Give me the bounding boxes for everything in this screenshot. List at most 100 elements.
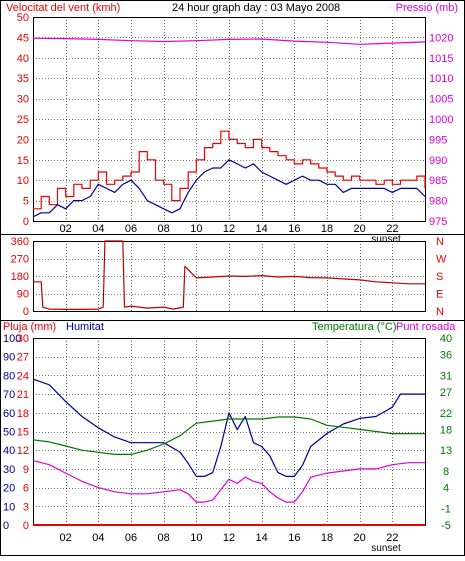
temp-ytick-8: 8: [443, 466, 449, 478]
direction-compass-S-2: S: [436, 271, 443, 283]
humidity-ytick-40: 40: [3, 445, 15, 457]
temp-ytick--1: -1: [441, 503, 451, 515]
temp-ytick-31: 31: [440, 370, 452, 382]
wind-xtick-22: 22: [386, 223, 398, 235]
rain-ytick-21: 21: [17, 389, 29, 401]
series-wind: [32, 159, 426, 218]
rain-ytick-30: 30: [17, 333, 29, 345]
temp-ytick-13: 13: [440, 445, 452, 457]
humidity-axis-label: Humitat: [66, 321, 104, 333]
humidity-xtick-22: 22: [386, 532, 398, 544]
wind-ytick-45: 45: [17, 32, 29, 44]
wind-xtick-10: 10: [190, 223, 202, 235]
series-gust: [33, 130, 426, 210]
wind-ytick-5: 5: [23, 196, 29, 208]
temp-ytick-36: 36: [440, 350, 452, 362]
sunset-label-bottom: sunset: [371, 543, 401, 554]
temp-ytick--5: -5: [441, 520, 451, 532]
humidity-ytick-100: 100: [3, 333, 21, 345]
wind-ytick-0: 0: [23, 216, 29, 228]
rain-ytick-18: 18: [17, 408, 29, 420]
wind-xtick-20: 20: [354, 223, 366, 235]
temp-ytick-4: 4: [443, 483, 449, 495]
humidity-xtick-14: 14: [256, 532, 268, 544]
wind-xtick-18: 18: [321, 223, 333, 235]
humidity-xtick-08: 08: [158, 532, 170, 544]
humidity-xtick-04: 04: [92, 532, 104, 544]
direction-ytick-90: 90: [17, 289, 29, 301]
pressure-ytick-990: 990: [429, 155, 447, 167]
pressure-ytick-1015: 1015: [429, 53, 453, 65]
rain-ytick-0: 0: [23, 520, 29, 532]
humidity-xtick-18: 18: [321, 532, 333, 544]
humidity-ytick-10: 10: [3, 501, 15, 513]
pressure-ytick-995: 995: [429, 134, 447, 146]
humidity-xtick-20: 20: [354, 532, 366, 544]
pressure-ytick-1000: 1000: [429, 114, 453, 126]
wind-ytick-15: 15: [17, 155, 29, 167]
temp-ytick-18: 18: [440, 424, 452, 436]
humidity-xtick-16: 16: [288, 532, 300, 544]
pressure-ytick-985: 985: [429, 175, 447, 187]
series-temperature: [32, 416, 425, 455]
wind-xtick-08: 08: [158, 223, 170, 235]
wind-ytick-30: 30: [17, 94, 29, 106]
series-layer: [32, 37, 426, 526]
wind-plot-frame: [33, 17, 426, 222]
series-pressure: [32, 37, 426, 45]
wind-xtick-14: 14: [256, 223, 268, 235]
temp-ytick-22: 22: [440, 408, 452, 420]
humidity-ytick-90: 90: [3, 352, 15, 364]
series-humidity: [32, 378, 425, 477]
humidity-ytick-30: 30: [3, 464, 15, 476]
sunset-label-top: sunset: [371, 234, 401, 245]
wind-xtick-02: 02: [60, 223, 72, 235]
rain-ytick-12: 12: [17, 445, 29, 457]
rain-ytick-24: 24: [17, 370, 29, 382]
series-dewpoint: [32, 460, 425, 503]
pressure-ytick-980: 980: [429, 196, 447, 208]
humidity-xtick-10: 10: [190, 532, 202, 544]
wind-ytick-40: 40: [17, 53, 29, 65]
series-direction: [33, 240, 425, 310]
direction-ytick-270: 270: [11, 254, 29, 266]
humidity-ytick-80: 80: [3, 370, 15, 382]
wind-ytick-50: 50: [17, 12, 29, 24]
wind-ytick-25: 25: [17, 114, 29, 126]
direction-ytick-0: 0: [23, 306, 29, 318]
direction-plot-frame: [33, 241, 426, 312]
wind-xtick-04: 04: [92, 223, 104, 235]
dewpoint-axis-label: Punt rosada: [396, 321, 456, 333]
wind-ytick-10: 10: [17, 175, 29, 187]
humidity-ytick-70: 70: [3, 389, 15, 401]
direction-compass-E-3: E: [436, 289, 443, 301]
pressure-ytick-1020: 1020: [429, 32, 453, 44]
axes-layer: 02 04 06 08 10 12 14 16 18 20 22051015202530354045…: [3, 12, 453, 544]
wind-xtick-06: 06: [125, 223, 137, 235]
rain-ytick-27: 27: [17, 352, 29, 364]
rain-axis-label: Pluja (mm): [3, 321, 56, 333]
rain-ytick-6: 6: [23, 483, 29, 495]
direction-compass-N-0: N: [436, 236, 444, 248]
direction-compass-N-4: N: [436, 306, 444, 318]
humidity-xtick-12: 12: [223, 532, 235, 544]
direction-ytick-180: 180: [11, 271, 29, 283]
temp-ytick-40: 40: [440, 333, 452, 345]
humidity-ytick-50: 50: [3, 427, 15, 439]
direction-ytick-360: 360: [11, 236, 29, 248]
wind-axis-label: Velocitat del vent (kmh): [6, 2, 120, 14]
pressure-ytick-975: 975: [429, 216, 447, 228]
pressure-ytick-1010: 1010: [429, 73, 453, 85]
humidity-xtick-02: 02: [60, 532, 72, 544]
humidity-ytick-20: 20: [3, 483, 15, 495]
rain-ytick-3: 3: [23, 501, 29, 513]
pressure-ytick-1005: 1005: [429, 94, 453, 106]
rain-ytick-15: 15: [17, 427, 29, 439]
temperature-axis-label: Temperatura (°C): [312, 321, 396, 333]
wind-ytick-35: 35: [17, 73, 29, 85]
pressure-axis-label: Pressió (mb): [396, 2, 458, 14]
wind-xtick-16: 16: [288, 223, 300, 235]
